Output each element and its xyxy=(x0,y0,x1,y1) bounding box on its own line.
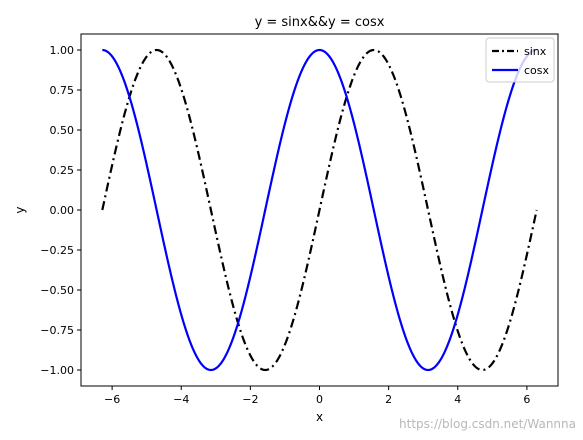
x-tick-label: 4 xyxy=(454,393,461,406)
x-axis-label: x xyxy=(316,410,323,424)
x-tick-label: −2 xyxy=(242,393,258,406)
chart-title: y = sinx&&y = cosx xyxy=(255,15,385,30)
y-tick-label: 0.50 xyxy=(50,124,75,137)
x-tick-label: 2 xyxy=(385,393,392,406)
y-tick-label: 0.00 xyxy=(50,204,75,217)
y-tick-label: 0.75 xyxy=(50,84,75,97)
x-tick-label: 6 xyxy=(523,393,530,406)
x-tick-label: 0 xyxy=(316,393,323,406)
legend-label-sinx: sinx xyxy=(524,45,547,58)
x-tick-label: −4 xyxy=(173,393,189,406)
series-line-cosx xyxy=(101,48,538,372)
legend-label-cosx: cosx xyxy=(524,64,550,77)
y-tick-label: −0.75 xyxy=(40,324,74,337)
y-axis-label: y xyxy=(13,206,27,213)
y-tick-label: −1.00 xyxy=(40,364,74,377)
y-tick-label: −0.50 xyxy=(40,284,74,297)
watermark-text: https://blog.csdn.net/Wannna xyxy=(399,417,576,431)
y-tick-label: −0.25 xyxy=(40,244,74,257)
series-line-sinx xyxy=(101,48,538,372)
y-tick-label: 0.25 xyxy=(50,164,75,177)
legend: sinx cosx xyxy=(485,37,555,83)
y-tick-label: 1.00 xyxy=(50,44,75,57)
plot-area: −6 −4 −2 0 2 4 6 −1.00 −0.75 −0.50 −0.25 0.00 0.25 0.… xyxy=(40,33,559,406)
x-tick-label: −6 xyxy=(104,393,120,406)
